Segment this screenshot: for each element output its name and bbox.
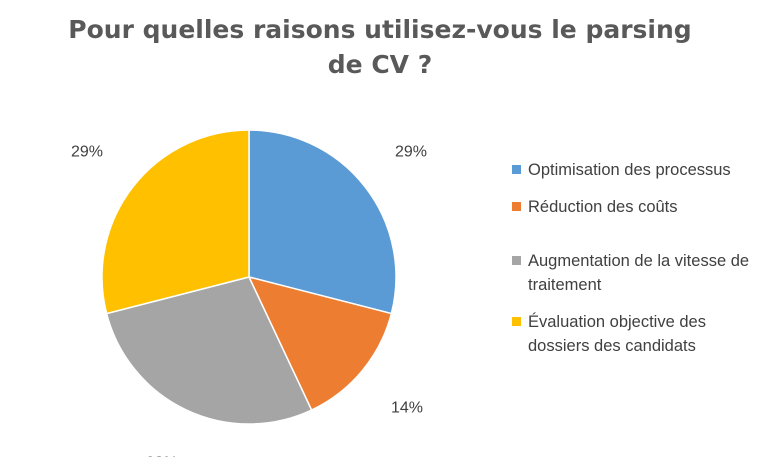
legend-label-optimisation: Optimisation des processus bbox=[528, 161, 731, 179]
legend-swatch-optimisation bbox=[512, 165, 521, 174]
pie-slice-optimisation bbox=[248, 129, 397, 315]
pie-slice-augmentation-vitesse bbox=[105, 276, 313, 425]
legend-label-augmentation-vitesse: Augmentation de la vitesse de traitement bbox=[528, 252, 750, 294]
legend-item-evaluation-objective: Évaluation objective des dossiers des ca… bbox=[512, 310, 757, 358]
pie-slices bbox=[101, 129, 397, 425]
legend-label-evaluation-objective: Évaluation objective des dossiers des ca… bbox=[528, 313, 706, 355]
data-label-augmentation-vitesse: 28% bbox=[146, 454, 178, 457]
legend: Optimisation des processus Réduction des… bbox=[512, 158, 757, 358]
data-label-optimisation: 29% bbox=[395, 143, 427, 160]
data-label-evaluation-objective: 29% bbox=[71, 143, 103, 160]
legend-swatch-reduction-couts bbox=[512, 202, 521, 211]
legend-item-optimisation: Optimisation des processus bbox=[512, 158, 757, 182]
legend-swatch-augmentation-vitesse bbox=[512, 256, 521, 265]
legend-item-augmentation-vitesse: Augmentation de la vitesse de traitement bbox=[512, 249, 757, 297]
legend-label-reduction-couts: Réduction des coûts bbox=[528, 198, 678, 216]
data-labels: 29% 14% 28% 29% bbox=[71, 143, 427, 457]
chart-title: Pour quelles raisons utilisez-vous le pa… bbox=[68, 15, 692, 79]
legend-item-reduction-couts: Réduction des coûts bbox=[512, 195, 757, 219]
legend-swatch-evaluation-objective bbox=[512, 317, 521, 326]
pie-slice-reduction-couts bbox=[247, 275, 393, 412]
data-label-reduction-couts: 14% bbox=[391, 400, 423, 417]
pie-slice-evaluation-objective bbox=[101, 129, 250, 315]
